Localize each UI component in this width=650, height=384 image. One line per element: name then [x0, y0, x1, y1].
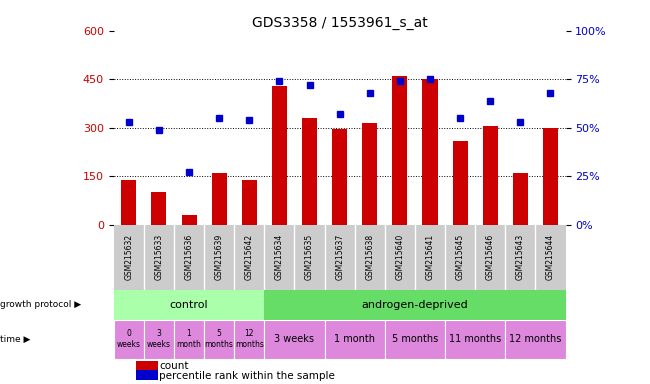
- Bar: [151, 192, 166, 225]
- Text: 12 months: 12 months: [509, 334, 562, 344]
- Text: GSM215639: GSM215639: [214, 234, 224, 280]
- Bar: [234, 320, 265, 359]
- Bar: [204, 320, 234, 359]
- Text: 5
months: 5 months: [205, 329, 233, 349]
- Text: GSM215643: GSM215643: [516, 234, 525, 280]
- Bar: [136, 371, 158, 381]
- Title: GDS3358 / 1553961_s_at: GDS3358 / 1553961_s_at: [252, 16, 428, 30]
- Bar: [483, 126, 498, 225]
- Bar: [174, 320, 204, 359]
- Text: 3
weeks: 3 weeks: [147, 329, 171, 349]
- Text: 12
months: 12 months: [235, 329, 264, 349]
- Bar: [181, 215, 196, 225]
- Bar: [242, 180, 257, 225]
- Bar: [505, 320, 566, 359]
- Bar: [393, 76, 408, 225]
- Bar: [144, 320, 174, 359]
- Bar: [385, 320, 445, 359]
- Bar: [452, 141, 467, 225]
- Bar: [362, 123, 377, 225]
- Bar: [114, 320, 144, 359]
- Text: GSM215644: GSM215644: [546, 234, 555, 280]
- Bar: [265, 290, 566, 320]
- Bar: [332, 129, 347, 225]
- Text: GSM215645: GSM215645: [456, 234, 465, 280]
- Text: GSM215640: GSM215640: [395, 234, 404, 280]
- Text: 1
month: 1 month: [177, 329, 202, 349]
- Bar: [212, 173, 227, 225]
- Bar: [445, 320, 505, 359]
- Text: GSM215633: GSM215633: [155, 234, 163, 280]
- Text: GSM215641: GSM215641: [426, 234, 434, 280]
- Text: GSM215636: GSM215636: [185, 234, 194, 280]
- Text: time ▶: time ▶: [0, 335, 31, 344]
- Bar: [324, 320, 385, 359]
- Text: GSM215637: GSM215637: [335, 234, 344, 280]
- Text: 3 weeks: 3 weeks: [274, 334, 315, 344]
- Text: GSM215632: GSM215632: [124, 234, 133, 280]
- Text: 5 months: 5 months: [392, 334, 438, 344]
- Bar: [272, 86, 287, 225]
- Text: 11 months: 11 months: [449, 334, 501, 344]
- Bar: [302, 118, 317, 225]
- Text: GSM215642: GSM215642: [245, 234, 254, 280]
- Text: growth protocol ▶: growth protocol ▶: [0, 300, 81, 309]
- Text: count: count: [159, 361, 188, 371]
- Text: percentile rank within the sample: percentile rank within the sample: [159, 371, 335, 381]
- Text: GSM215646: GSM215646: [486, 234, 495, 280]
- Bar: [543, 128, 558, 225]
- Bar: [122, 180, 136, 225]
- Bar: [136, 361, 158, 372]
- Text: 0
weeks: 0 weeks: [117, 329, 141, 349]
- Text: control: control: [170, 300, 209, 310]
- Bar: [114, 290, 265, 320]
- Text: GSM215635: GSM215635: [305, 234, 314, 280]
- Bar: [513, 173, 528, 225]
- Bar: [422, 79, 437, 225]
- Bar: [265, 320, 324, 359]
- Text: 1 month: 1 month: [334, 334, 375, 344]
- Text: GSM215638: GSM215638: [365, 234, 374, 280]
- Text: androgen-deprived: androgen-deprived: [361, 300, 468, 310]
- Text: GSM215634: GSM215634: [275, 234, 284, 280]
